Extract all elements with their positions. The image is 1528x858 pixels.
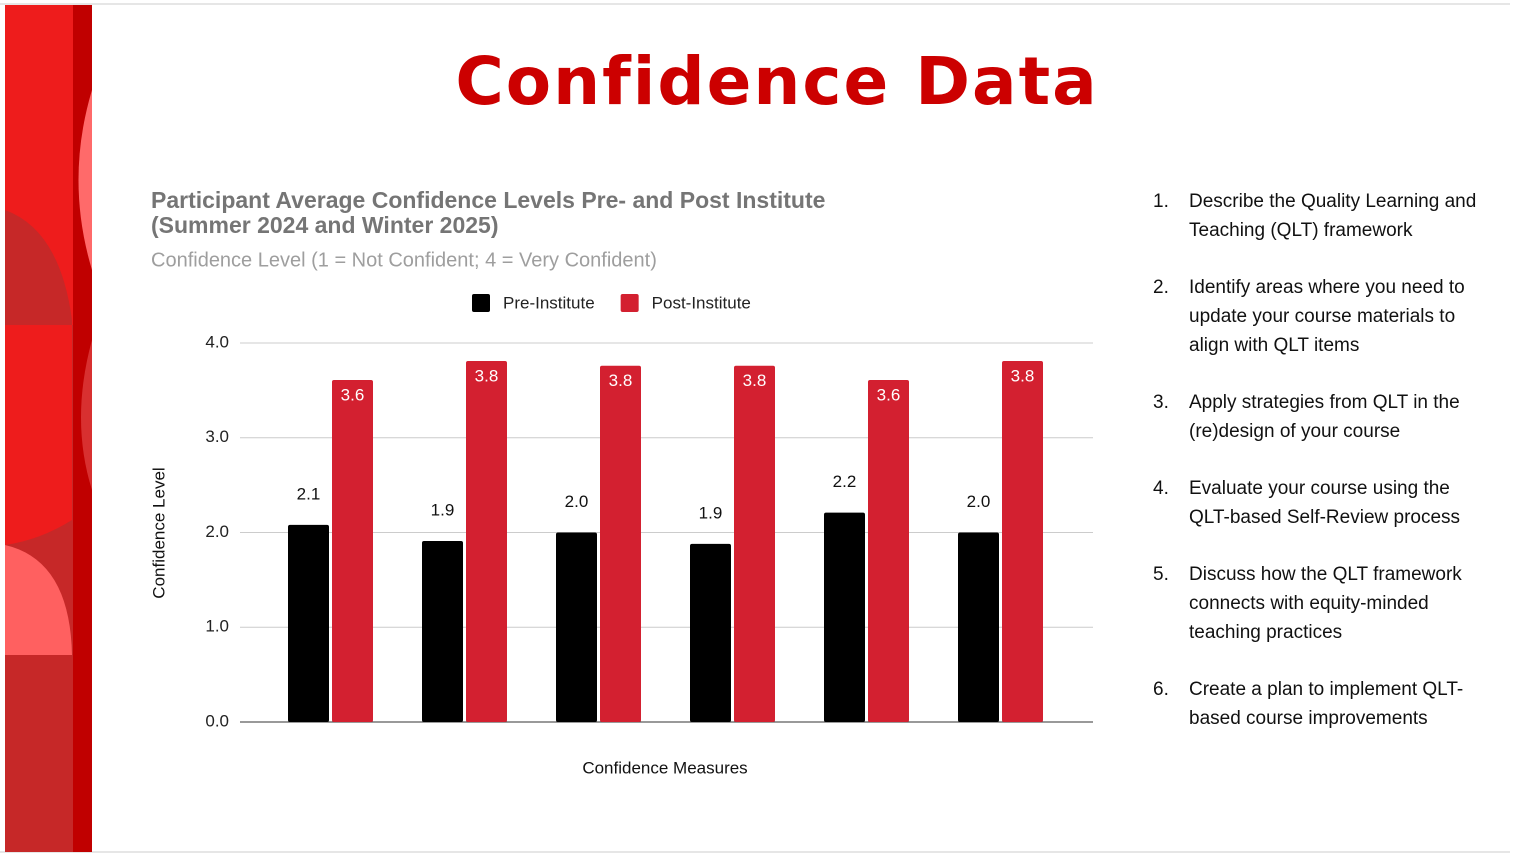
value-label: 3.8 — [475, 366, 499, 385]
bar — [466, 361, 507, 722]
value-label: 2.0 — [967, 492, 991, 511]
chart-subtitle: Confidence Level (1 = Not Confident; 4 =… — [151, 249, 657, 271]
value-label: 3.8 — [609, 371, 633, 390]
decoration — [5, 5, 92, 852]
objective: 4. Evaluate your course using the QLT-bas… — [1153, 474, 1513, 532]
objective: 1. Describe the Quality Learning and Teac… — [1153, 187, 1513, 245]
bar — [600, 365, 641, 722]
bar — [690, 543, 731, 722]
value-label: 3.8 — [1011, 366, 1035, 385]
bar — [734, 365, 775, 722]
objective: 3. Apply strategies from QLT in the (re)d… — [1153, 388, 1513, 446]
bar — [288, 524, 329, 722]
bar — [868, 379, 909, 722]
objective-text: Discuss how the QLT framework connects w… — [1189, 564, 1462, 643]
legend-label: Post-Institute — [652, 293, 751, 312]
objective-number: 1. — [1153, 191, 1169, 212]
y-axis-title: Confidence Level — [149, 467, 168, 598]
objective-number: 5. — [1153, 564, 1169, 585]
objectives-list: 1. Describe the Quality Learning and Teac… — [1153, 187, 1513, 761]
value-label: 3.6 — [341, 385, 365, 404]
value-label: 1.9 — [699, 503, 723, 522]
objective-number: 6. — [1153, 679, 1169, 700]
objective-number: 2. — [1153, 277, 1169, 298]
x-axis-title: Confidence Measures — [582, 758, 747, 777]
objective-text: Create a plan to implement QLT-based cou… — [1189, 679, 1464, 729]
objective: 5. Discuss how the QLT framework connects… — [1153, 560, 1513, 647]
value-label: 2.2 — [833, 472, 857, 491]
legend-swatch — [472, 294, 490, 312]
legend-swatch — [620, 294, 639, 312]
objective: 6. Create a plan to implement QLT-based c… — [1153, 675, 1513, 733]
value-label: 3.8 — [743, 371, 767, 390]
value-label: 1.9 — [431, 501, 455, 520]
slide-title: Confidence Data — [455, 43, 1098, 120]
value-label: 2.1 — [297, 484, 321, 503]
bar — [422, 541, 463, 722]
bar — [556, 532, 597, 722]
value-label: 3.6 — [877, 385, 901, 404]
y-tick-label: 3.0 — [205, 427, 229, 446]
objective-text: Apply strategies from QLT in the (re)des… — [1189, 392, 1460, 442]
objective: 2. Identify areas where you need to updat… — [1153, 273, 1513, 360]
legend-label: Pre-Institute — [503, 293, 595, 312]
chart-title: Participant Average Confidence Levels Pr… — [151, 187, 825, 238]
objective-text: Identify areas where you need to update … — [1189, 277, 1465, 356]
bar — [332, 379, 373, 722]
y-tick-label: 0.0 — [205, 711, 229, 730]
bar — [958, 532, 999, 722]
value-label: 2.0 — [565, 492, 589, 511]
bar — [824, 512, 865, 722]
y-tick-label: 1.0 — [205, 617, 229, 636]
objective-number: 3. — [1153, 392, 1169, 413]
objective-text: Evaluate your course using the QLT-based… — [1189, 478, 1461, 528]
y-tick-label: 4.0 — [205, 332, 229, 351]
y-tick-label: 2.0 — [205, 522, 229, 541]
bar — [1002, 361, 1043, 722]
objective-number: 4. — [1153, 478, 1169, 499]
objective-text: Describe the Quality Learning and Teachi… — [1189, 191, 1477, 241]
